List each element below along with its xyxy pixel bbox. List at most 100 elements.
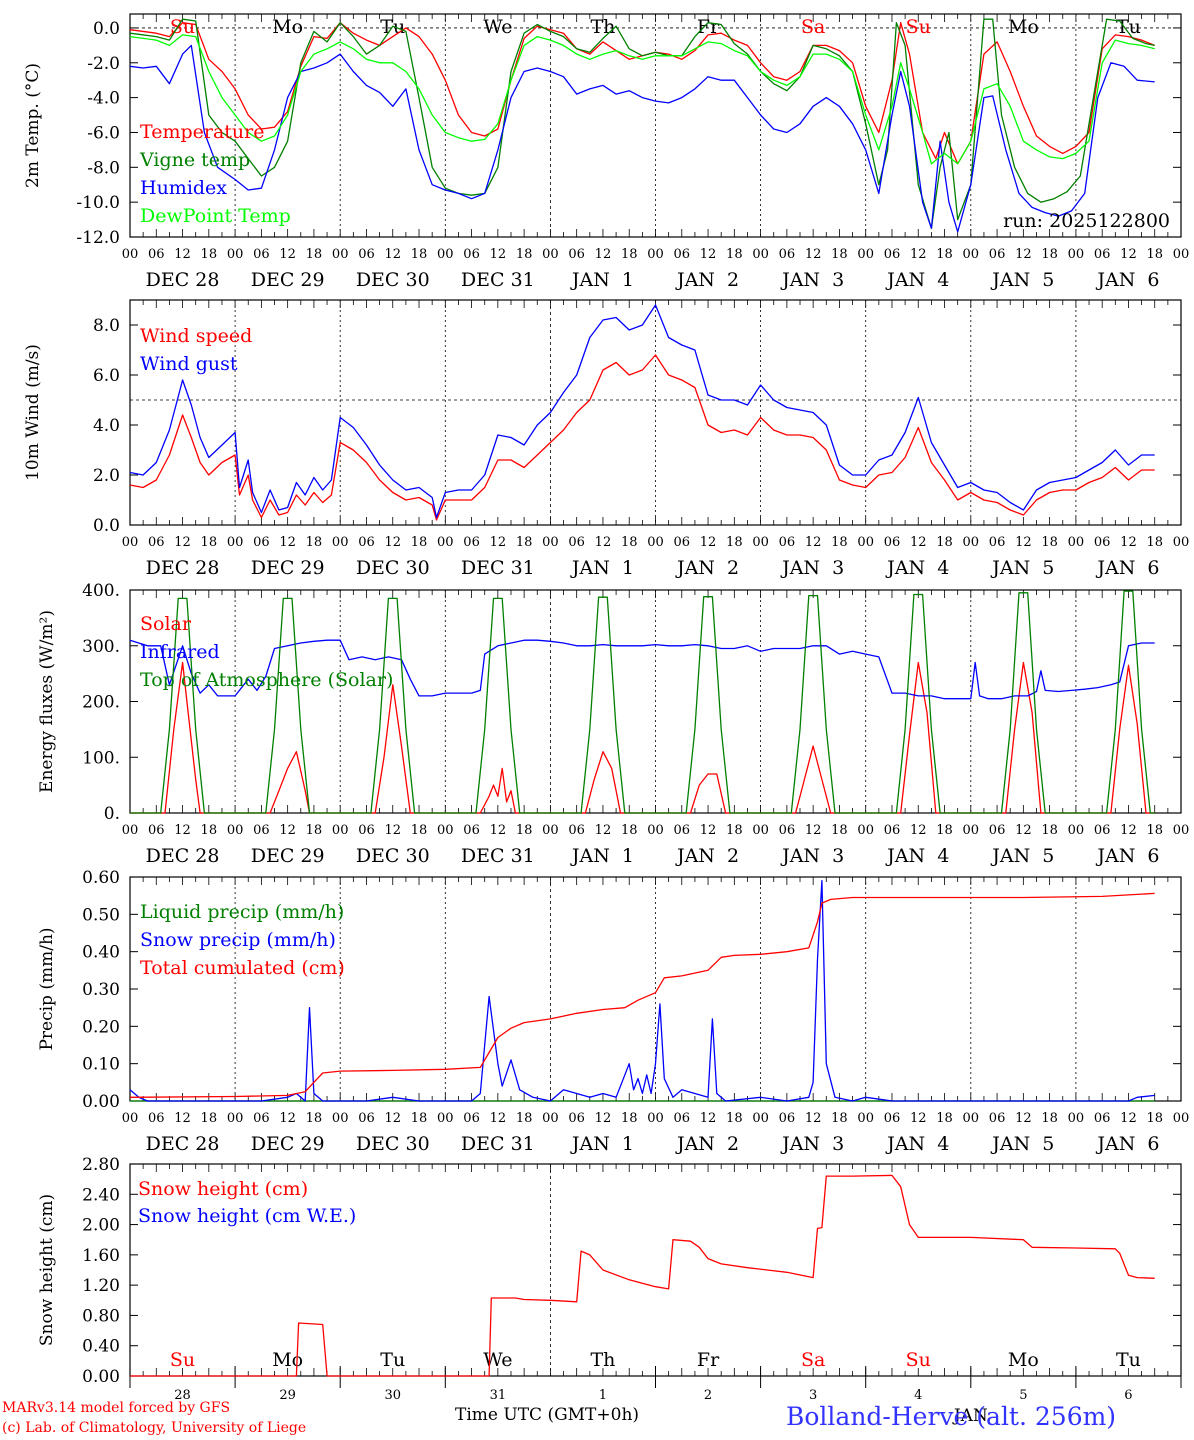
weekday-label: Tu <box>380 1349 405 1371</box>
hour-tick-label: 06 <box>989 823 1006 838</box>
hour-tick-label: 12 <box>384 535 401 550</box>
hour-tick-label: 12 <box>805 823 822 838</box>
weekday-label: Th <box>590 16 615 38</box>
hour-tick-label: 12 <box>1015 823 1032 838</box>
hour-tick-label: 06 <box>148 1111 165 1126</box>
hour-tick-label: 12 <box>1120 535 1137 550</box>
hour-tick-label: 12 <box>595 535 612 550</box>
hour-tick-label: 06 <box>1094 1111 1111 1126</box>
hour-tick-label: 06 <box>568 823 585 838</box>
hour-tick-label: 12 <box>174 535 191 550</box>
hour-tick-label: 18 <box>831 1111 848 1126</box>
hour-tick-label: 00 <box>963 823 980 838</box>
hour-tick-label: 12 <box>805 535 822 550</box>
hour-tick-label: 06 <box>253 535 270 550</box>
hour-tick-label: 18 <box>726 1111 743 1126</box>
y-axis-title: Energy fluxes (W/m²) <box>37 610 57 793</box>
day-number-label: 1 <box>599 1388 607 1403</box>
y-axis-title: Precip (mm/h) <box>37 927 57 1050</box>
legend-entry: Temperature <box>140 121 264 143</box>
date-label: JAN 2 <box>675 269 739 291</box>
date-label: JAN 2 <box>675 845 739 867</box>
y-tick-label: 0. <box>104 804 120 824</box>
date-label: JAN 1 <box>570 845 634 867</box>
weekday-label: Sa <box>801 1349 825 1371</box>
date-label: DEC 30 <box>356 557 430 579</box>
hour-tick-label: 12 <box>490 1111 507 1126</box>
weekday-label: Sa <box>801 16 825 38</box>
series-line <box>129 34 1155 165</box>
hour-tick-label: 00 <box>857 1111 874 1126</box>
hour-tick-label: 12 <box>279 1111 296 1126</box>
hour-tick-label: 18 <box>411 247 428 262</box>
hour-tick-label: 00 <box>227 535 244 550</box>
date-label: JAN 2 <box>675 1133 739 1155</box>
hour-tick-label: 18 <box>936 1111 953 1126</box>
date-label: JAN 6 <box>1095 845 1159 867</box>
hour-tick-label: 06 <box>568 1111 585 1126</box>
y-tick-label: 0.80 <box>82 1306 120 1326</box>
weekday-label: Tu <box>1116 1349 1141 1371</box>
hour-tick-label: 06 <box>884 1111 901 1126</box>
hour-tick-label: 18 <box>1041 1111 1058 1126</box>
day-number-label: 5 <box>1019 1388 1027 1403</box>
hour-tick-label: 18 <box>306 823 323 838</box>
run-label: run: 2025122800 <box>1003 210 1170 232</box>
hour-tick-label: 18 <box>1041 535 1058 550</box>
date-label: DEC 28 <box>146 269 220 291</box>
hour-tick-label: 00 <box>1068 1111 1085 1126</box>
date-label: DEC 31 <box>461 269 535 291</box>
y-tick-label: 300. <box>82 637 120 657</box>
hour-tick-label: 12 <box>1120 1111 1137 1126</box>
hour-tick-label: 00 <box>437 823 454 838</box>
panel-snow: 0.00 0.40 0.80 1.20 1.60 2.00 2.40 2.80 Snow hei… <box>37 1155 1182 1426</box>
x-axis-title: Time UTC (GMT+0h) <box>455 1405 640 1425</box>
hour-tick-label: 12 <box>1015 1111 1032 1126</box>
hour-tick-label: 12 <box>1120 823 1137 838</box>
hour-tick-label: 00 <box>1173 247 1190 262</box>
weekday-label: Tu <box>1116 16 1141 38</box>
hour-tick-label: 00 <box>857 823 874 838</box>
hour-tick-label: 18 <box>201 823 218 838</box>
day-number-label: 6 <box>1124 1388 1132 1403</box>
y-tick-label: 6.0 <box>93 366 120 386</box>
y-tick-label: 0.00 <box>82 1092 120 1112</box>
date-label: JAN 3 <box>780 557 844 579</box>
hour-tick-label: 12 <box>700 1111 717 1126</box>
weekday-label: Mo <box>1008 16 1039 38</box>
date-label: JAN 3 <box>780 845 844 867</box>
day-number-label: 30 <box>384 1388 401 1403</box>
y-tick-label: 0.40 <box>82 943 120 963</box>
hour-tick-label: 12 <box>384 1111 401 1126</box>
hour-tick-label: 06 <box>884 535 901 550</box>
date-label: JAN 4 <box>885 845 949 867</box>
hour-tick-label: 06 <box>674 535 691 550</box>
hour-tick-label: 00 <box>647 1111 664 1126</box>
date-label: DEC 31 <box>461 1133 535 1155</box>
series-line <box>129 22 1155 165</box>
hour-tick-label: 00 <box>752 535 769 550</box>
date-label: DEC 29 <box>251 845 325 867</box>
date-label: DEC 28 <box>146 845 220 867</box>
series-line <box>130 590 1155 814</box>
hour-tick-label: 06 <box>884 823 901 838</box>
hour-tick-label: 12 <box>700 823 717 838</box>
legend-entry: Infrared <box>140 641 220 663</box>
y-tick-label: 0.10 <box>82 1055 120 1075</box>
weekday-label: Su <box>170 1349 195 1371</box>
series-line <box>129 304 1155 519</box>
hour-tick-label: 06 <box>463 823 480 838</box>
hour-tick-label: 00 <box>227 247 244 262</box>
legend-entry: Top of Atmosphere (Solar) <box>140 669 393 691</box>
day-number-label: 2 <box>704 1388 712 1403</box>
hour-tick-label: 06 <box>568 535 585 550</box>
legend-entry: Wind gust <box>140 353 238 375</box>
date-label: JAN 3 <box>780 1133 844 1155</box>
hour-tick-label: 12 <box>174 1111 191 1126</box>
hour-tick-label: 12 <box>910 1111 927 1126</box>
weekday-label: Mo <box>1008 1349 1039 1371</box>
hour-tick-label: 06 <box>989 1111 1006 1126</box>
y-tick-label: 2.0 <box>93 466 120 486</box>
hour-tick-label: 12 <box>595 247 612 262</box>
hour-tick-label: 12 <box>490 247 507 262</box>
